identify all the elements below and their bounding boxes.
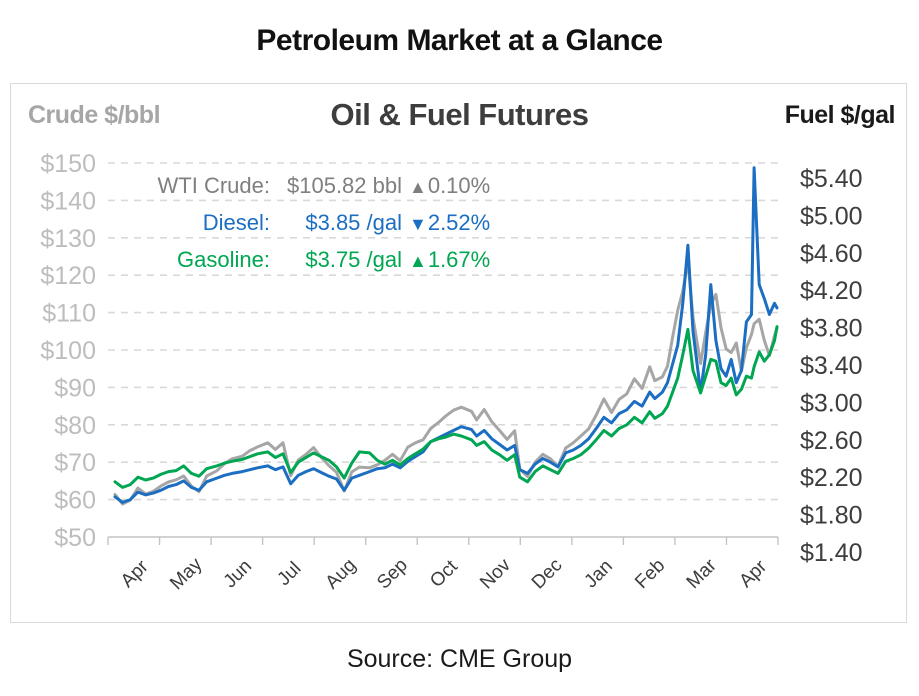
x-axis-month-label: Jan	[580, 556, 617, 593]
x-axis-month-label: Feb	[631, 555, 669, 593]
legend-value: $3.85 /gal	[305, 210, 402, 235]
x-axis-month-label: Jun	[220, 556, 257, 593]
left-axis-tick-label: $70	[54, 449, 96, 477]
left-axis-tick-label: $100	[40, 337, 96, 365]
left-axis-tick-label: $110	[42, 300, 96, 328]
x-axis-month-label: Sep	[373, 555, 412, 594]
source-attribution: Source: CME Group	[346, 645, 573, 673]
right-axis-tick-label: $5.00	[800, 202, 863, 230]
legend-change: ▲1.67%	[409, 241, 490, 280]
left-axis-tick-label: $80	[54, 412, 96, 440]
page-title: Petroleum Market at a Glance	[256, 24, 663, 57]
right-axis-tick-label: $4.60	[800, 240, 863, 268]
legend-change-pct: 1.67%	[427, 247, 491, 272]
right-axis-tick-label: $3.00	[800, 389, 863, 417]
legend-change-pct: 0.10%	[427, 173, 491, 198]
right-axis-tick-label: $3.80	[800, 315, 863, 343]
left-axis-tick-label: $90	[54, 374, 96, 402]
up-arrow-icon: ▲	[409, 177, 427, 197]
x-axis-month-label: Nov	[476, 554, 515, 593]
right-axis-tick-label: $4.20	[800, 277, 863, 305]
left-axis-tick-label: $150	[40, 150, 96, 178]
legend-value: $105.82 bbl	[287, 173, 402, 198]
x-axis-month-label: Dec	[528, 555, 567, 594]
left-axis-tick-label: $130	[40, 225, 96, 253]
right-axis-tick-label: $2.20	[800, 464, 863, 492]
series-line-diesel	[113, 166, 779, 504]
series-line-wti-crude	[113, 259, 779, 506]
legend-value: $3.75 /gal	[305, 247, 402, 272]
legend-row-gasoline: Gasoline: $3.75 /gal ▲1.67%	[130, 241, 490, 278]
right-axis-tick-label: $3.40	[800, 352, 863, 380]
x-axis-month-label: Jul	[273, 558, 305, 590]
legend-row-diesel: Diesel: $3.85 /gal ▼2.52%	[130, 204, 490, 241]
up-arrow-icon: ▲	[409, 251, 427, 271]
left-axis-title: Crude $/bbl	[28, 101, 161, 129]
right-axis-tick-label: $2.60	[800, 427, 863, 455]
right-axis-tick-label: $1.40	[800, 539, 863, 567]
x-axis-month-label: Oct	[426, 556, 462, 592]
legend-label: Diesel:	[202, 210, 270, 235]
x-axis-month-label: Apr	[735, 556, 771, 592]
legend-change: ▲0.10%	[409, 167, 490, 206]
legend: WTI Crude: $105.82 bbl ▲0.10% Diesel: $3…	[130, 167, 491, 278]
legend-label: WTI Crude:	[157, 173, 270, 198]
x-axis-month-label: Aug	[322, 555, 361, 594]
legend-row-wti: WTI Crude: $105.82 bbl ▲0.10%	[130, 167, 491, 206]
right-axis-title: Fuel $/gal	[784, 101, 896, 129]
right-axis-tick-label: $1.80	[800, 502, 863, 530]
x-axis-month-label: Mar	[683, 555, 721, 593]
x-axis-month-label: Apr	[117, 556, 153, 592]
x-axis-month-label: May	[166, 554, 207, 595]
legend-change: ▼2.52%	[409, 204, 490, 243]
left-axis-tick-label: $60	[54, 487, 96, 515]
chart-title: Oil & Fuel Futures	[330, 97, 589, 132]
left-axis-tick-label: $120	[40, 262, 96, 290]
right-axis-tick-label: $5.40	[800, 165, 863, 193]
legend-change-pct: 2.52%	[427, 210, 491, 235]
left-axis-tick-label: $50	[54, 524, 96, 552]
series-line-gasoline	[113, 325, 779, 489]
down-arrow-icon: ▼	[409, 214, 427, 234]
left-axis-tick-label: $140	[40, 187, 96, 215]
legend-label: Gasoline:	[177, 247, 270, 272]
